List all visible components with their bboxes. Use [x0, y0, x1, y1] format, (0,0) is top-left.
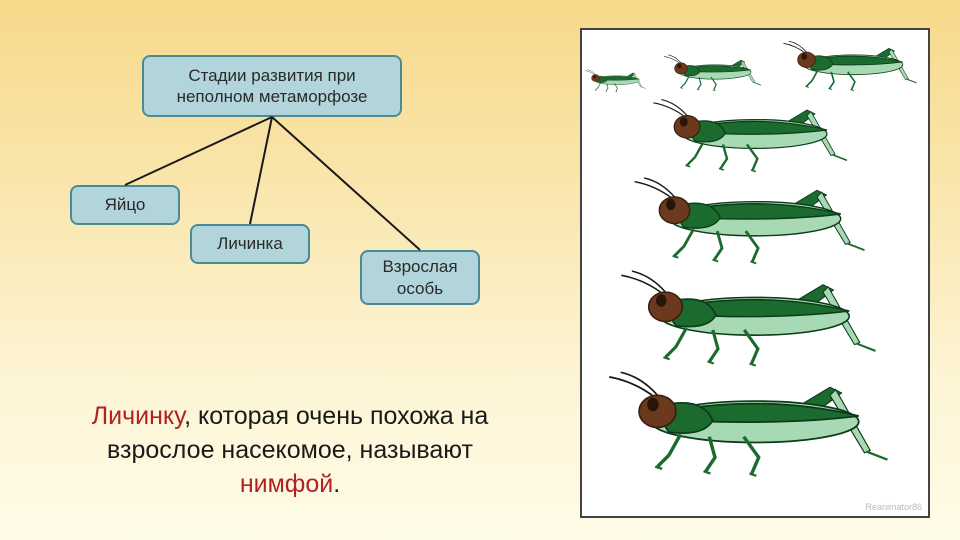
- caption-text: Личинку, которая очень похожа на взросло…: [70, 400, 510, 501]
- diagram-child-adult: Взрослая особь: [360, 250, 480, 305]
- grasshopper-stage-6: [613, 269, 897, 369]
- diagram-child-larva: Личинка: [190, 224, 310, 264]
- grasshopper-stage-3: [779, 40, 928, 92]
- watermark: Reanimator86: [865, 502, 922, 512]
- grasshopper-stage-5: [627, 176, 884, 266]
- diagram-child-egg: Яйцо: [70, 185, 180, 225]
- illustration-panel: Reanimator86: [580, 28, 930, 518]
- diagram-root: Стадии развития при неполном метаморфозе: [142, 55, 402, 117]
- caption-term-larva: Личинку: [92, 402, 184, 430]
- grasshopper-stage-2: [661, 54, 769, 92]
- caption-term-nymph: нимфой: [240, 470, 333, 498]
- illustration-stack: [600, 98, 911, 479]
- grasshopper-stage-1: [583, 69, 651, 93]
- grasshopper-stage-7: [600, 370, 911, 479]
- caption-end: .: [333, 470, 340, 498]
- illustration-top-row: [583, 40, 927, 92]
- grasshopper-stage-4: [647, 98, 863, 174]
